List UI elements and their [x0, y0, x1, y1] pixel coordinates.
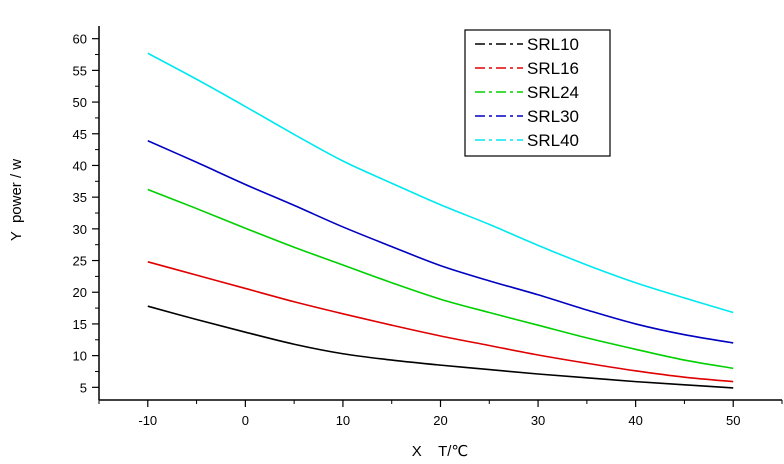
y-tick-label: 15 [73, 317, 87, 332]
y-tick-label: 10 [73, 349, 87, 364]
y-tick-label: 30 [73, 222, 87, 237]
legend-label: SRL16 [527, 59, 579, 78]
x-axis-title: X T/℃ [412, 443, 469, 460]
series-line-srl16 [147, 261, 734, 383]
legend-label: SRL40 [527, 131, 579, 150]
x-tick-label: 30 [531, 413, 545, 428]
series-line-srl24 [147, 188, 734, 370]
y-tick-label: 40 [73, 158, 87, 173]
x-tick-label: 50 [726, 413, 740, 428]
legend: SRL10 SRL16 SRL24 SRL30 SRL40 [464, 29, 611, 157]
y-tick-label: 60 [73, 32, 87, 47]
x-tick-label: 20 [433, 413, 447, 428]
legend-box [464, 29, 611, 157]
y-tick-label: 35 [73, 190, 87, 205]
legend-label: SRL30 [527, 107, 579, 126]
y-tick-label: 25 [73, 254, 87, 269]
x-axis-ticks: -10 0 10 20 30 40 50 [98, 400, 783, 428]
y-axis-ticks: 5 10 15 20 25 30 35 40 45 50 55 60 [73, 32, 99, 395]
x-tick-label: 0 [242, 413, 249, 428]
series-line-srl40 [147, 52, 734, 314]
x-tick-label: -10 [138, 413, 157, 428]
y-tick-label: 55 [73, 63, 87, 78]
x-tick-label: 40 [628, 413, 642, 428]
y-tick-label: 20 [73, 285, 87, 300]
series-line-srl10 [147, 305, 734, 389]
y-axis-title: Y power / w [8, 159, 25, 241]
series-line-srl30 [147, 140, 734, 344]
y-tick-label: 50 [73, 95, 87, 110]
x-tick-label: 10 [336, 413, 350, 428]
y-tick-label: 5 [80, 380, 87, 395]
y-tick-label: 45 [73, 127, 87, 142]
legend-label: SRL24 [527, 83, 579, 102]
series-lines [147, 52, 734, 389]
legend-label: SRL10 [527, 35, 579, 54]
